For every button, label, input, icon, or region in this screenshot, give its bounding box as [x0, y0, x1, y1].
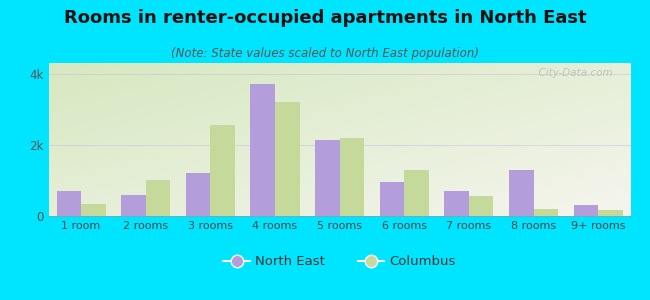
Bar	[186, 173, 211, 216]
Bar	[598, 210, 623, 216]
Bar	[146, 180, 170, 216]
Bar	[534, 209, 558, 216]
Text: City-Data.com: City-Data.com	[532, 68, 613, 78]
Bar	[339, 138, 364, 216]
Bar	[469, 196, 493, 216]
Bar	[380, 182, 404, 216]
Bar	[250, 84, 275, 216]
Bar	[81, 203, 106, 216]
Bar	[573, 205, 598, 216]
Bar	[315, 140, 339, 216]
Bar	[211, 125, 235, 216]
Bar	[121, 195, 146, 216]
Bar	[445, 191, 469, 216]
Bar	[404, 170, 429, 216]
Bar	[509, 170, 534, 216]
Legend: North East, Columbus: North East, Columbus	[218, 250, 462, 274]
Text: Rooms in renter-occupied apartments in North East: Rooms in renter-occupied apartments in N…	[64, 9, 586, 27]
Bar	[275, 102, 300, 216]
Text: (Note: State values scaled to North East population): (Note: State values scaled to North East…	[171, 46, 479, 59]
Bar	[57, 191, 81, 216]
